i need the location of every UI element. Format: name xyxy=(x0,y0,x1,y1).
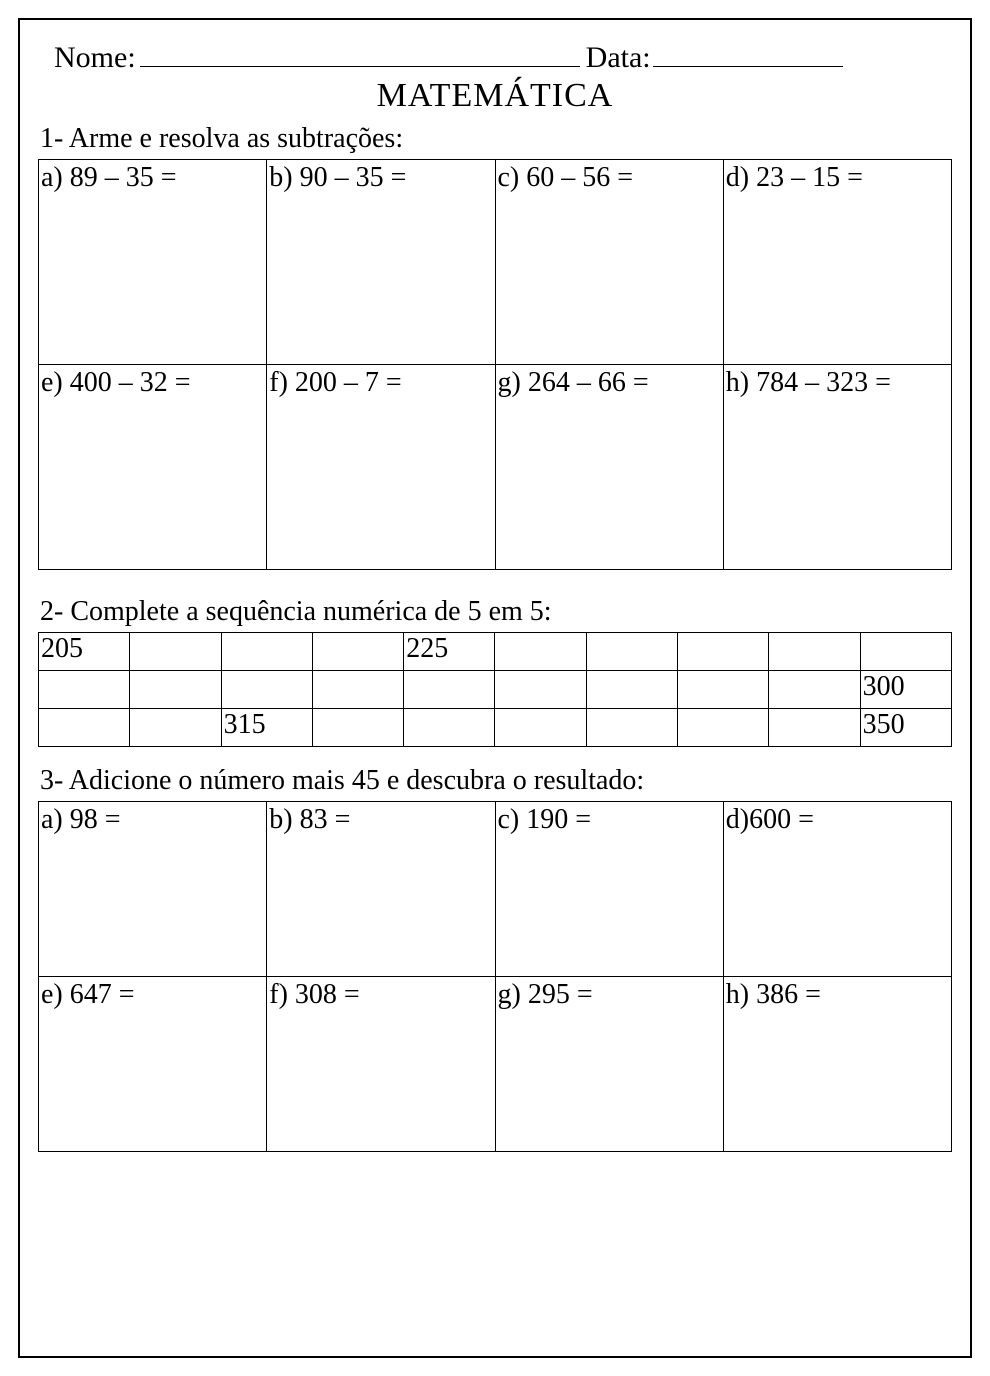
q3-cell-g[interactable]: g) 295 = xyxy=(495,977,723,1152)
q3-cell-a[interactable]: a) 98 = xyxy=(39,802,267,977)
q2-r0c9[interactable] xyxy=(860,633,951,671)
q2-r1c8[interactable] xyxy=(769,671,860,709)
q1-cell-d[interactable]: d) 23 – 15 = xyxy=(723,160,951,365)
q2-r0c0[interactable]: 205 xyxy=(39,633,130,671)
q3-table: a) 98 = b) 83 = c) 190 = d)600 = e) 647 … xyxy=(38,801,952,1152)
q1-cell-c[interactable]: c) 60 – 56 = xyxy=(495,160,723,365)
q2-prompt: 2- Complete a sequência numérica de 5 em… xyxy=(40,596,952,628)
q1-cell-f[interactable]: f) 200 – 7 = xyxy=(267,365,495,570)
q2-r1c0[interactable] xyxy=(39,671,130,709)
header-line: Nome: Data: xyxy=(54,34,952,75)
q2-r1c5[interactable] xyxy=(495,671,586,709)
q2-r2c5[interactable] xyxy=(495,709,586,747)
q2-r0c1[interactable] xyxy=(130,633,221,671)
q1-cell-g[interactable]: g) 264 – 66 = xyxy=(495,365,723,570)
q2-r2c7[interactable] xyxy=(678,709,769,747)
q2-r1c7[interactable] xyxy=(678,671,769,709)
q2-r2c1[interactable] xyxy=(130,709,221,747)
q3-cell-f[interactable]: f) 308 = xyxy=(267,977,495,1152)
q2-r2c6[interactable] xyxy=(586,709,677,747)
date-label: Data: xyxy=(586,41,651,75)
q2-r0c8[interactable] xyxy=(769,633,860,671)
page: Nome: Data: MATEMÁTICA 1- Arme e resolva… xyxy=(0,0,990,1376)
q2-r2c4[interactable] xyxy=(404,709,495,747)
q1-cell-e[interactable]: e) 400 – 32 = xyxy=(39,365,267,570)
q3-cell-h[interactable]: h) 386 = xyxy=(723,977,951,1152)
q2-r0c6[interactable] xyxy=(586,633,677,671)
worksheet-frame: Nome: Data: MATEMÁTICA 1- Arme e resolva… xyxy=(18,18,972,1358)
q2-r0c2[interactable] xyxy=(221,633,312,671)
q2-r2c0[interactable] xyxy=(39,709,130,747)
q3-cell-e[interactable]: e) 647 = xyxy=(39,977,267,1152)
q2-r2c8[interactable] xyxy=(769,709,860,747)
q1-cell-b[interactable]: b) 90 – 35 = xyxy=(267,160,495,365)
q2-r1c9[interactable]: 300 xyxy=(860,671,951,709)
q3-cell-b[interactable]: b) 83 = xyxy=(267,802,495,977)
q2-r0c4[interactable]: 225 xyxy=(404,633,495,671)
name-label: Nome: xyxy=(54,41,136,75)
q1-cell-a[interactable]: a) 89 – 35 = xyxy=(39,160,267,365)
q2-r1c6[interactable] xyxy=(586,671,677,709)
q2-r0c3[interactable] xyxy=(312,633,403,671)
q3-cell-c[interactable]: c) 190 = xyxy=(495,802,723,977)
q1-table: a) 89 – 35 = b) 90 – 35 = c) 60 – 56 = d… xyxy=(38,159,952,570)
q2-r2c2[interactable]: 315 xyxy=(221,709,312,747)
worksheet-title: MATEMÁTICA xyxy=(38,77,952,115)
q2-r2c9[interactable]: 350 xyxy=(860,709,951,747)
q1-cell-h[interactable]: h) 784 – 323 = xyxy=(723,365,951,570)
q2-r0c5[interactable] xyxy=(495,633,586,671)
q2-r1c3[interactable] xyxy=(312,671,403,709)
q1-prompt: 1- Arme e resolva as subtrações: xyxy=(40,123,952,155)
q3-prompt: 3- Adicione o número mais 45 e descubra … xyxy=(40,765,952,797)
name-blank[interactable] xyxy=(140,34,580,67)
q2-table: 205 225 300 xyxy=(38,632,952,747)
q2-r1c4[interactable] xyxy=(404,671,495,709)
q2-r2c3[interactable] xyxy=(312,709,403,747)
q2-r1c2[interactable] xyxy=(221,671,312,709)
q2-r0c7[interactable] xyxy=(678,633,769,671)
q3-cell-d[interactable]: d)600 = xyxy=(723,802,951,977)
q2-r1c1[interactable] xyxy=(130,671,221,709)
date-blank[interactable] xyxy=(653,34,843,67)
